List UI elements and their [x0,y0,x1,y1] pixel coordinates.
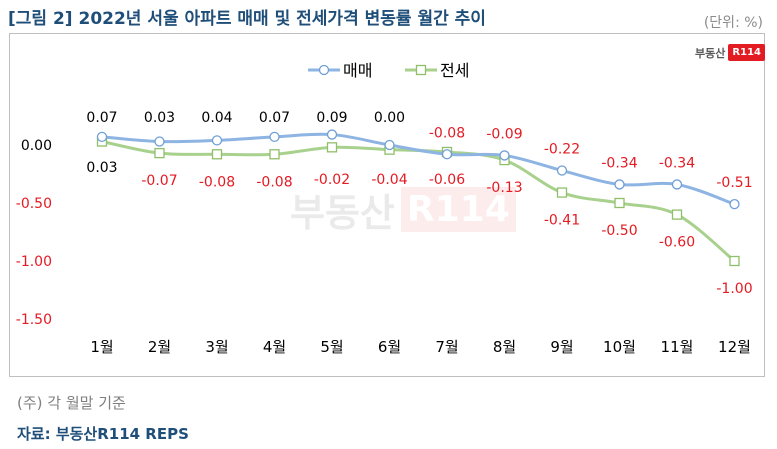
jeonse-data-label: -0.07 [141,173,177,189]
x-tick-label: 3월 [205,338,228,356]
watermark-badge: R114 [400,187,516,232]
sale-point [269,131,280,143]
jeonse-point [671,209,683,220]
jeonse-data-label: -0.08 [256,174,292,190]
series-line-jeonse [101,140,736,263]
brand-logo: 부동산 R114 [695,44,765,61]
jeonse-point [326,142,338,153]
jeonse-point [556,187,568,198]
x-tick-label: 2월 [148,338,171,356]
sale-data-label: -0.22 [544,142,580,158]
jeonse-data-label: -0.50 [601,223,637,239]
x-tick-label: 12월 [718,338,751,356]
brand-badge: R114 [728,44,765,61]
jeonse-data-label: -0.60 [659,235,695,251]
series-line-sale [101,132,735,206]
sale-data-label: -0.09 [486,126,522,142]
x-tick-label: 4월 [263,338,286,356]
sale-data-label: 0.09 [316,110,347,126]
x-tick-label: 9월 [550,338,573,356]
y-tick-label: -1.00 [16,254,52,270]
x-tick-label: 1월 [90,338,113,356]
sale-point [211,135,223,146]
sale-point [671,179,683,190]
jeonse-point [269,149,280,160]
jeonse-data-label: -0.02 [314,172,350,188]
jeonse-data-label: -0.04 [371,172,407,188]
jeonse-point [154,147,165,159]
x-tick-label: 7월 [435,338,458,356]
x-tick-label: 5월 [320,338,343,356]
y-tick-label: 0.00 [21,138,52,154]
sale-data-label: 0.03 [144,110,175,126]
y-tick-label: -0.50 [16,196,52,212]
x-tick-label: 8월 [493,338,516,356]
jeonse-point [729,255,740,267]
sale-data-label: -0.34 [601,155,637,171]
watermark-text: 부동산 [290,191,395,235]
sale-point [326,129,338,140]
sale-data-label: 0.07 [86,110,117,126]
brand-text: 부동산 [695,46,726,60]
jeonse-data-label: 0.03 [86,160,117,176]
x-tick-label: 10월 [603,338,636,356]
sale-point [614,179,625,190]
sale-data-label: 0.04 [201,110,232,126]
jeonse-point [614,197,625,209]
jeonse-point [211,149,223,160]
sale-data-label: 0.07 [259,110,290,126]
sale-point [556,165,568,176]
legend-sale-label: 매매 [343,61,372,80]
source-label: 자료: 부동산R114 REPS [17,425,189,443]
sale-point [96,131,108,143]
jeonse-data-label: -0.06 [429,172,465,188]
sale-point [441,149,453,160]
sale-data-label: -0.08 [429,125,465,141]
legend-jeonse-label: 전세 [440,61,469,80]
sale-point [384,139,395,151]
watermark: 부동산 R114 [290,182,516,237]
x-tick-label: 6월 [378,338,401,356]
sale-data-label: -0.34 [659,155,695,171]
jeonse-data-label: -0.08 [199,174,235,190]
legend-sale-marker [318,64,330,76]
jeonse-data-label: -0.41 [544,213,580,229]
x-tick-label: 11월 [661,338,694,356]
sale-data-label: 0.00 [374,110,405,126]
y-tick-label: -1.50 [16,312,52,328]
chart-title: [그림 2] 2022년 서울 아파트 매매 및 전세가격 변동률 월간 추이 [8,9,486,29]
sale-point [729,199,740,210]
sale-point [154,136,165,147]
sale-point [499,150,510,161]
sale-data-label: -0.51 [716,175,752,191]
jeonse-data-label: -0.13 [486,180,522,196]
legend-jeonse-marker [415,64,427,76]
chart-frame [9,33,765,377]
footnote: (주) 각 월말 기준 [17,394,126,412]
unit-label: (단위: %) [703,15,763,31]
jeonse-data-label: -1.00 [716,281,752,297]
